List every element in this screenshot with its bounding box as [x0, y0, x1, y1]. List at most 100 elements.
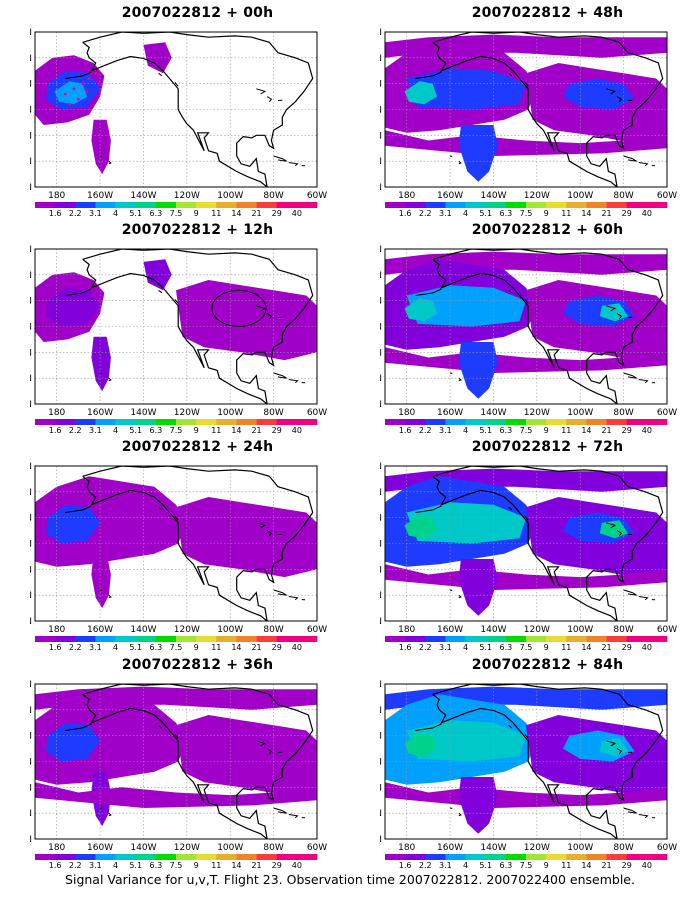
- colorbar-swatch: [385, 202, 406, 208]
- lat-tick-label: 50N: [380, 80, 382, 90]
- lat-tick-label: 70N: [380, 28, 382, 38]
- colorbar-swatch: [505, 202, 527, 208]
- variance-contour: [406, 502, 526, 544]
- lat-tick-label: 20N: [380, 591, 382, 601]
- colorbar-swatch: [55, 419, 76, 425]
- colorbar-label: 40: [292, 209, 302, 218]
- colorbar-swatch: [505, 636, 527, 642]
- colorbar-label: 1.6: [49, 861, 62, 870]
- colorbar-swatch: [95, 419, 116, 425]
- lat-tick-label: 70N: [380, 462, 382, 472]
- panel-title: 2007022812 + 00h: [121, 5, 274, 21]
- lat-tick-label: 30N: [380, 348, 382, 358]
- lon-tick-label: 160W: [437, 843, 463, 853]
- colorbar-swatch: [385, 636, 406, 642]
- lat-tick-label: 20N: [380, 157, 382, 167]
- lon-tick-label: 160W: [87, 408, 113, 418]
- lat-tick-label: 60N: [30, 488, 32, 498]
- colorbar-swatch: [55, 202, 76, 208]
- colorbar-label: 40: [292, 643, 302, 652]
- lon-tick-label: 160W: [87, 191, 113, 201]
- colorbar-swatch: [176, 202, 197, 208]
- colorbar-label: 9: [194, 426, 199, 435]
- colorbar-label: 3.1: [89, 426, 102, 435]
- lat-tick-label: 10N: [30, 400, 32, 410]
- colorbar-swatch: [405, 854, 426, 860]
- colorbar-label: 3.1: [439, 861, 452, 870]
- colorbar-swatch: [485, 202, 507, 208]
- colorbar-label: 2.2: [419, 643, 432, 652]
- colorbar-swatch: [276, 636, 298, 642]
- lat-tick-label: 60N: [380, 488, 382, 498]
- colorbar-swatch: [176, 636, 197, 642]
- lat-tick-label: 40N: [30, 540, 32, 550]
- map-panel: 2007022812 + 12h 70N 60N 50N 40N 30N 20N 10N 180…: [30, 222, 365, 437]
- colorbar-label: 11: [211, 209, 221, 218]
- lat-tick-label: 40N: [380, 106, 382, 116]
- colorbar-label: 11: [211, 861, 221, 870]
- lat-tick-label: 10N: [380, 183, 382, 193]
- colorbar-label: 6.3: [499, 426, 512, 435]
- lat-tick-label: 30N: [380, 783, 382, 793]
- colorbar-swatch: [196, 202, 217, 208]
- colorbar-swatch: [526, 854, 547, 860]
- lat-tick-label: 30N: [30, 783, 32, 793]
- colorbar-swatch: [115, 202, 137, 208]
- map-plot: 70N 60N 50N 40N 30N 20N 10N 180 160W 140W 120W 100W…: [380, 28, 677, 218]
- colorbar-label: 40: [292, 426, 302, 435]
- colorbar-label: 29: [622, 209, 632, 218]
- lat-tick-label: 20N: [30, 591, 32, 601]
- colorbar-swatch: [646, 202, 668, 208]
- colorbar-swatch: [256, 636, 278, 642]
- colorbar-swatch: [256, 854, 278, 860]
- lat-tick-label: 50N: [380, 297, 382, 307]
- colorbar-label: 1.6: [49, 426, 62, 435]
- colorbar-swatch: [35, 202, 56, 208]
- lon-tick-label: 100W: [217, 625, 243, 635]
- colorbar-swatch: [256, 202, 278, 208]
- colorbar-swatch: [485, 419, 507, 425]
- colorbar-swatch: [485, 854, 507, 860]
- colorbar-swatch: [35, 854, 56, 860]
- colorbar-swatch: [135, 854, 157, 860]
- lon-tick-label: 80W: [613, 408, 633, 418]
- variance-contour: [458, 125, 498, 182]
- colorbar-swatch: [586, 854, 607, 860]
- colorbar-label: 6.3: [499, 861, 512, 870]
- variance-contour: [458, 342, 498, 399]
- colorbar-swatch: [566, 854, 587, 860]
- colorbar-swatch: [526, 202, 547, 208]
- colorbar-label: 7.5: [520, 426, 533, 435]
- lon-tick-label: 140W: [130, 843, 156, 853]
- colorbar-swatch: [546, 854, 567, 860]
- colorbar-swatch: [425, 202, 446, 208]
- coastline: [82, 32, 314, 187]
- colorbar-swatch: [276, 202, 298, 208]
- lon-tick-label: 100W: [567, 191, 593, 201]
- colorbar-label: 2.2: [69, 426, 82, 435]
- colorbar-label: 14: [231, 861, 241, 870]
- lon-tick-label: 60W: [657, 843, 677, 853]
- colorbar-swatch: [155, 636, 177, 642]
- lat-tick-label: 10N: [380, 400, 382, 410]
- colorbar-label: 29: [622, 643, 632, 652]
- colorbar-label: 29: [272, 861, 282, 870]
- map-panel: 2007022812 + 36h 70N 60N 50N 40N 30N 20N 10N 180…: [30, 657, 365, 872]
- colorbar-label: 21: [251, 426, 261, 435]
- colorbar-label: 5.1: [129, 426, 142, 435]
- colorbar-label: 5.1: [479, 426, 492, 435]
- colorbar-swatch: [55, 854, 76, 860]
- colorbar-swatch: [155, 202, 177, 208]
- colorbar-label: 21: [601, 426, 611, 435]
- colorbar-swatch: [256, 419, 278, 425]
- colorbar-label: 9: [194, 643, 199, 652]
- colorbar-swatch: [606, 202, 628, 208]
- colorbar-label: 9: [544, 426, 549, 435]
- lat-tick-label: 30N: [30, 131, 32, 141]
- lon-tick-label: 100W: [567, 843, 593, 853]
- colorbar-swatch: [296, 636, 318, 642]
- colorbar-label: 1.6: [399, 861, 412, 870]
- lon-tick-label: 180: [48, 191, 65, 201]
- colorbar-label: 4: [113, 426, 118, 435]
- colorbar-swatch: [646, 419, 668, 425]
